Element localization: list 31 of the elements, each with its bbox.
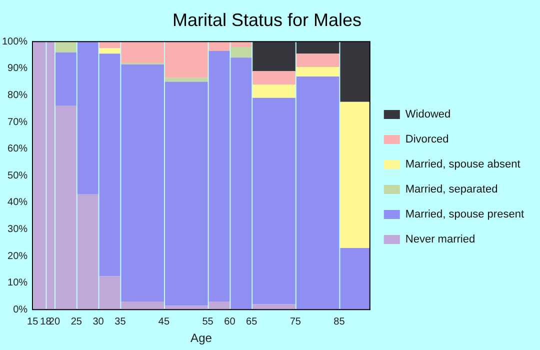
y-tick-label: 20% [8, 250, 28, 262]
x-tick-label: 25 [70, 316, 82, 328]
x-tick-label: 45 [158, 316, 170, 328]
legend-label: Never married [405, 234, 476, 246]
x-axis-title: Age [190, 331, 212, 346]
y-tick-label: 0% [13, 304, 28, 316]
y-tick-label: 90% [8, 63, 28, 74]
legend-label: Divorced [405, 134, 449, 146]
bar [252, 71, 296, 84]
legend-label: Married, spouse present [405, 208, 524, 221]
legend-label: Widowed [405, 108, 451, 121]
x-tick-label: 75 [290, 316, 302, 328]
x-tick-label: 85 [334, 316, 346, 328]
chart-title: Marital Status for Males [172, 10, 362, 30]
y-tick-label: 60% [8, 144, 28, 155]
x-tick-label: 35 [114, 316, 126, 328]
legend-label: Married, spouse absent [405, 158, 520, 171]
x-tick-label: 15 [27, 316, 39, 328]
legend-label: Married, separated [405, 184, 498, 196]
y-tick-label: 100% [2, 36, 28, 48]
y-tick-label: 30% [8, 224, 28, 235]
x-tick-label: 30 [92, 316, 104, 328]
y-tick-label: 40% [8, 197, 28, 208]
y-tick-label: 10% [8, 278, 28, 289]
y-tick-label: 80% [8, 90, 28, 101]
x-tick-label: 65 [246, 316, 258, 328]
bar [296, 54, 340, 68]
x-tick-label: 60 [224, 316, 236, 328]
y-tick-label: 50% [8, 170, 28, 182]
y-tick-label: 70% [8, 116, 28, 128]
x-tick-label: 55 [202, 316, 214, 328]
